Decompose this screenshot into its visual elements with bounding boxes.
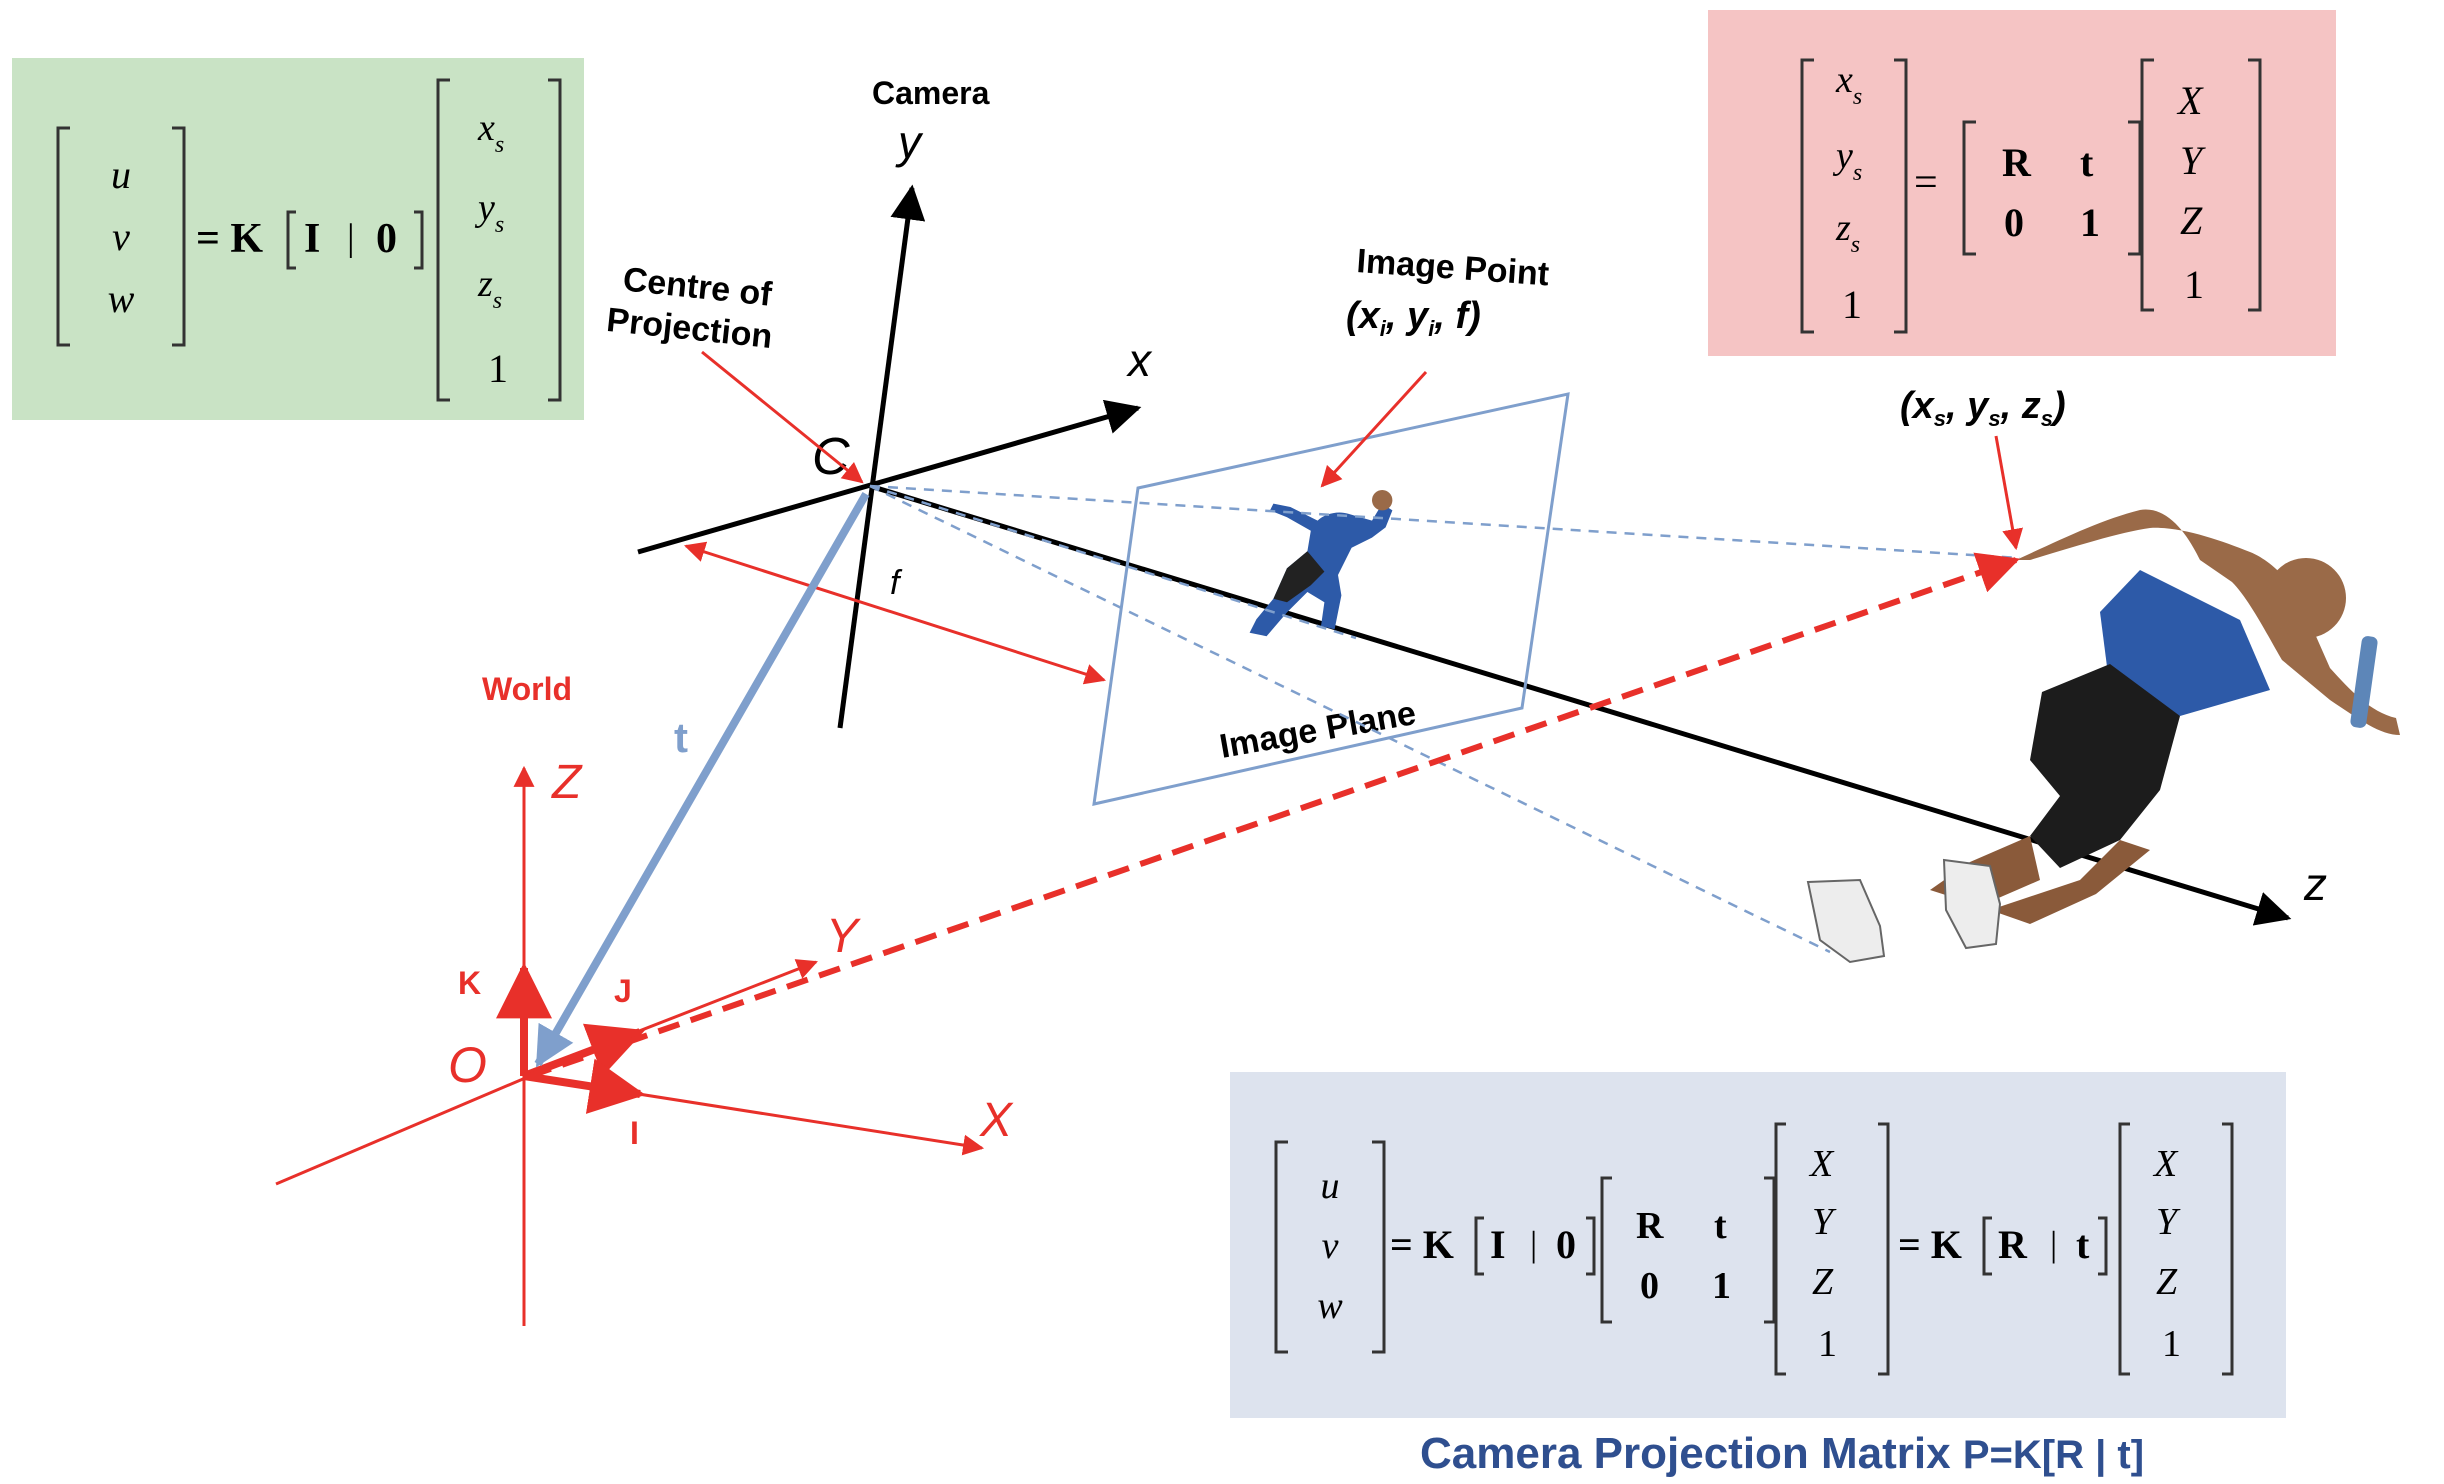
world-coord-x: X: [2176, 78, 2204, 123]
image-point-title: Image Point: [1355, 242, 1550, 293]
world-coord-z: Z: [2180, 198, 2203, 243]
vector-entry-u: u: [111, 152, 131, 197]
vector-entry-one: 1: [488, 346, 508, 391]
camera-x-label: x: [1126, 334, 1153, 386]
vector-entry-w: w: [108, 276, 135, 321]
bar-separator: |: [347, 217, 355, 259]
world-y-label: Y: [826, 910, 861, 963]
rotation-matrix-r: R: [2002, 140, 2032, 185]
translation-vector-t: t: [2076, 1222, 2090, 1267]
vector-entry-w: w: [1317, 1285, 1343, 1327]
extrinsic-equation-box: xs ys zs 1 = R t 0 1 X Y Z 1: [1708, 10, 2336, 356]
equals-sign: =: [1914, 160, 1938, 206]
world-coord-x: X: [2152, 1143, 2179, 1185]
unit-k-label: K: [458, 965, 481, 1001]
world-x-axis-back: [276, 1076, 530, 1184]
image-point-coords: (xi, yi, f): [1346, 295, 1481, 341]
ray-to-hand: [870, 486, 2020, 558]
camera-title: Camera: [872, 75, 990, 111]
intrinsic-equation-box: u v w = K I | 0 xs ys zs 1: [12, 58, 584, 420]
world-coord-one: 1: [2184, 262, 2204, 307]
world-coord-z: Z: [1812, 1261, 1834, 1303]
identity-matrix-i: I: [304, 216, 320, 262]
camera-z-label: z: [2303, 858, 2327, 910]
translation-label: t: [674, 714, 688, 761]
centre-of-projection-label: Centre ofProjection: [605, 259, 779, 356]
translation-vector-t: t: [1714, 1205, 1727, 1247]
scene-point-coords: (xs, ys, zs): [1900, 385, 2066, 431]
one-entry: 1: [2080, 200, 2100, 245]
camera-y-label: y: [895, 116, 924, 168]
world-coord-x: X: [1808, 1143, 1835, 1185]
equals-k: = K: [196, 216, 263, 262]
world-origin-label: O: [448, 1037, 487, 1093]
vector-entry-one: 1: [1842, 282, 1862, 327]
vector-entry-v: v: [112, 214, 130, 259]
rotation-matrix-r: R: [1636, 1205, 1664, 1247]
zero-vector: 0: [376, 216, 397, 262]
scene-point-pointer-arrow: [1996, 436, 2016, 548]
world-coord-y: Y: [2180, 138, 2206, 183]
one-entry: 1: [1712, 1265, 1731, 1307]
rotation-matrix-r: R: [1998, 1222, 2028, 1267]
equals-k: = K: [1390, 1222, 1454, 1267]
unit-j-label: J: [614, 973, 632, 1009]
focal-length-label: f: [890, 564, 903, 602]
world-title: World: [482, 671, 572, 707]
world-z-label: Z: [551, 756, 583, 809]
world-coord-z: Z: [2156, 1261, 2178, 1303]
full-projection-equation-box: u v w = K I | 0 R t 0 1 X Y Z 1 = K R | …: [1230, 1072, 2286, 1418]
unit-i-label: I: [630, 1115, 639, 1151]
translation-vector-t: t: [2080, 140, 2094, 185]
world-coord-one: 1: [2162, 1323, 2181, 1365]
equals-k: = K: [1898, 1222, 1962, 1267]
translation-vector: [538, 494, 866, 1064]
world-x-label: X: [979, 1094, 1014, 1147]
zero-vector: 0: [1556, 1222, 1576, 1267]
vector-entry-v: v: [1322, 1225, 1339, 1267]
bar-separator: |: [2050, 1224, 2057, 1264]
unit-vector-i: [524, 1076, 640, 1094]
world-coord-one: 1: [1818, 1323, 1837, 1365]
camera-x-axis: [638, 408, 1138, 552]
world-to-scene-point-dashed-arrow: [530, 560, 2016, 1076]
world-axes: [276, 768, 982, 1326]
zero-row: 0: [1640, 1265, 1659, 1307]
bar-separator: |: [1530, 1224, 1537, 1264]
vector-entry-u: u: [1321, 1165, 1340, 1207]
zero-row: 0: [2004, 200, 2024, 245]
identity-matrix-i: I: [1490, 1222, 1506, 1267]
caption: Camera Projection Matrix P=K[R | t]: [1420, 1429, 2144, 1478]
camera-y-axis: [840, 188, 912, 728]
centre-pointer-arrow: [702, 352, 862, 482]
